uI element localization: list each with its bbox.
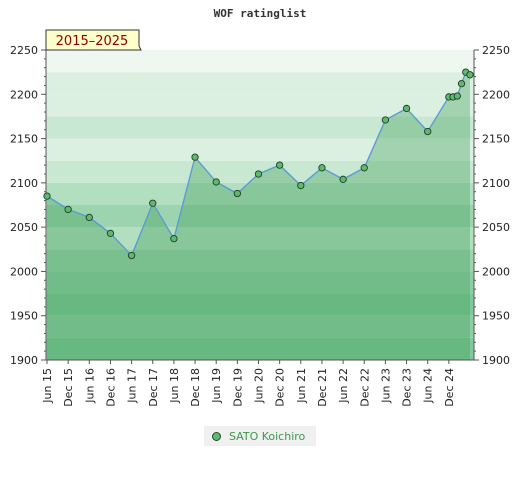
legend: SATO Koichiro: [204, 426, 316, 446]
grid-band: [46, 205, 474, 228]
x-tick-label: Dec 23: [401, 368, 414, 407]
grid-band: [46, 271, 474, 294]
x-tick-label: Dec 20: [274, 368, 287, 407]
x-tick-label: Jun 24: [422, 368, 435, 404]
data-point: [64, 205, 72, 214]
y-axis-right: 1900 1950 2000 2050 2100 2150 2200 2250: [474, 44, 510, 367]
grid-band: [46, 94, 474, 117]
grid-band: [46, 249, 474, 272]
data-point: [233, 189, 242, 198]
series-points: [43, 68, 474, 260]
y-tick-label-right: 2100: [482, 177, 510, 190]
grid-band: [46, 293, 474, 316]
x-tick-label: Dec 15: [62, 368, 75, 407]
y-tick-label-right: 1900: [482, 354, 510, 367]
year-range-label: 2015–2025: [56, 34, 129, 49]
grid-band: [46, 315, 474, 338]
x-tick-label: Jun 22: [337, 368, 350, 404]
grid-band: [46, 227, 474, 250]
data-point: [275, 161, 284, 169]
x-tick-label: Jun 18: [168, 368, 181, 404]
y-tick-label-right: 2250: [482, 44, 510, 57]
grid-band: [46, 72, 474, 95]
data-point: [191, 153, 199, 161]
data-point: [453, 92, 461, 100]
data-point: [466, 71, 474, 79]
grid-band: [46, 116, 474, 139]
data-point: [43, 192, 51, 200]
x-tick-label: Dec 19: [231, 368, 244, 407]
data-point: [170, 235, 178, 243]
data-point: [360, 164, 368, 172]
data-point: [149, 199, 157, 207]
data-point: [457, 80, 466, 88]
grid-band: [46, 182, 474, 205]
x-tick-label: Jun 23: [379, 368, 392, 404]
y-tick-label-left: 2050: [10, 221, 38, 234]
y-tick-label-left: 1900: [10, 354, 38, 367]
y-axis-left: 1900 1950 2000 2050 2100 2150 2200 2250: [10, 44, 46, 367]
data-point: [254, 170, 263, 178]
y-tick-label-right: 2000: [482, 265, 510, 278]
y-tick-label-right: 2150: [482, 133, 510, 146]
axes: [45, 50, 475, 361]
y-tick-label-left: 2250: [10, 44, 38, 57]
x-tick-label: Dec 16: [104, 368, 117, 407]
x-tick-label: Jun 17: [126, 368, 139, 404]
grid-band: [46, 138, 474, 161]
grid-band: [46, 50, 474, 73]
x-tick-label: Jun 19: [210, 368, 223, 404]
data-point: [402, 104, 411, 113]
chart-title: WOF ratinglist: [214, 7, 307, 20]
x-axis: Jun 15 Dec 15 Jun 16 Dec 16 Jun 17 Dec 17 Jun …: [41, 360, 456, 407]
x-tick-label: Dec 22: [358, 368, 371, 407]
x-tick-label: Jun 21: [295, 368, 308, 404]
data-point: [85, 213, 93, 222]
year-range-badge: 2015–2025: [45, 29, 142, 51]
y-tick-label-left: 1950: [10, 310, 38, 323]
legend-label: SATO Koichiro: [229, 429, 306, 443]
grid-band: [46, 337, 474, 360]
y-tick-label-right: 2200: [482, 88, 510, 101]
x-tick-label: Jun 15: [41, 368, 54, 404]
data-point: [381, 116, 390, 124]
y-tick-label-right: 1950: [482, 310, 510, 323]
x-tick-label: Jun 20: [253, 368, 266, 404]
data-point: [106, 229, 115, 237]
data-point: [127, 251, 136, 260]
y-tick-label-left: 2150: [10, 133, 38, 146]
data-point: [318, 164, 326, 172]
x-tick-label: Dec 24: [443, 368, 456, 407]
legend-marker: [212, 431, 221, 441]
data-point: [297, 181, 305, 190]
data-point: [212, 178, 220, 186]
x-tick-label: Dec 17: [147, 368, 160, 407]
x-tick-label: Dec 18: [189, 368, 202, 407]
x-tick-label: Dec 21: [316, 368, 329, 407]
data-point: [339, 175, 347, 183]
y-tick-label-right: 2050: [482, 221, 510, 234]
x-tick-label: Jun 16: [83, 368, 96, 404]
y-tick-label-left: 2100: [10, 177, 38, 190]
y-tick-label-left: 2000: [10, 265, 38, 278]
y-tick-label-left: 2200: [10, 88, 38, 101]
series-fill: [47, 72, 470, 360]
data-point: [424, 127, 432, 136]
